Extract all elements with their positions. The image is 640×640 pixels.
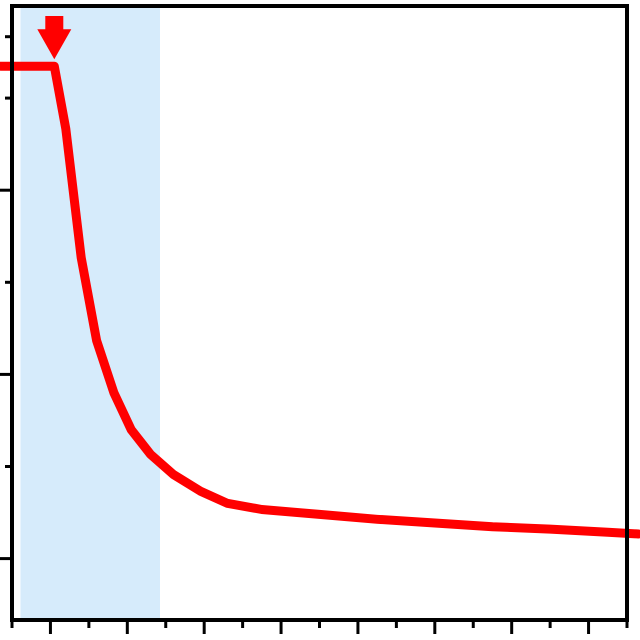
series-line (0, 61, 640, 539)
marker-arrow-icon (37, 16, 72, 60)
x-axis-ticks (10, 620, 629, 634)
plot-frame (10, 4, 629, 622)
